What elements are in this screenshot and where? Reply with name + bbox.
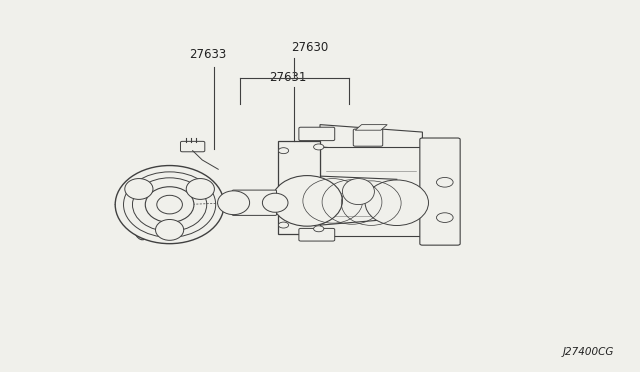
Circle shape [278,148,289,154]
Ellipse shape [125,179,153,199]
Circle shape [436,177,453,187]
Ellipse shape [156,219,184,240]
Bar [320,147,422,236]
Circle shape [436,213,453,222]
Ellipse shape [157,195,182,214]
Circle shape [278,222,289,228]
Ellipse shape [272,176,342,226]
Ellipse shape [365,180,429,225]
Circle shape [314,144,324,150]
Ellipse shape [145,187,194,222]
FancyBboxPatch shape [420,138,460,245]
Text: 27631: 27631 [269,71,306,84]
FancyBboxPatch shape [299,127,335,141]
Ellipse shape [342,179,374,205]
Ellipse shape [262,193,288,212]
Ellipse shape [186,179,214,199]
Polygon shape [422,140,448,244]
FancyBboxPatch shape [180,141,205,152]
FancyBboxPatch shape [232,190,276,215]
Ellipse shape [115,166,224,244]
FancyBboxPatch shape [299,228,335,241]
Ellipse shape [132,193,154,240]
Text: 27630: 27630 [291,41,328,54]
FancyBboxPatch shape [278,141,320,234]
Polygon shape [355,125,387,130]
Polygon shape [320,125,422,154]
FancyBboxPatch shape [353,129,383,146]
Ellipse shape [218,191,250,215]
Circle shape [314,226,324,232]
Text: 27633: 27633 [189,48,226,61]
Text: J27400CG: J27400CG [563,347,614,357]
